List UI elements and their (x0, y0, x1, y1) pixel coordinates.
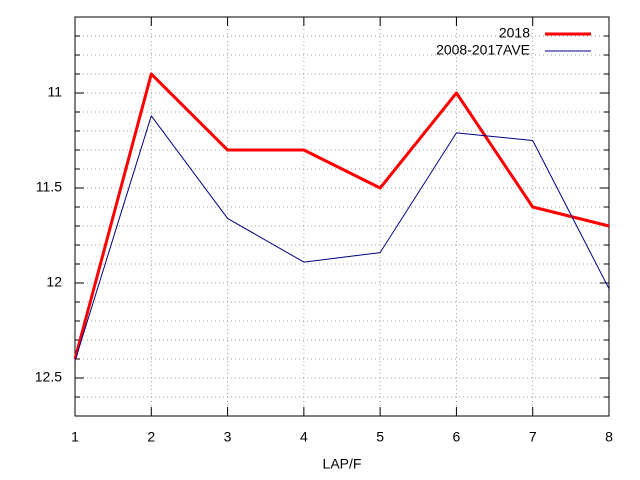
x-tick-label: 2 (147, 429, 155, 445)
x-tick-label: 8 (605, 429, 613, 445)
legend-label: 2018 (499, 25, 530, 41)
x-tick-label: 6 (453, 429, 461, 445)
x-tick-label: 7 (529, 429, 537, 445)
y-tick-label: 11.5 (36, 179, 62, 195)
y-tick-label: 11 (47, 84, 62, 100)
x-tick-label: 4 (300, 429, 308, 445)
legend-label: 2008-2017AVE (436, 42, 530, 58)
x-tick-label: 5 (376, 429, 384, 445)
x-tick-label: 1 (71, 429, 79, 445)
y-tick-label: 12 (46, 274, 62, 290)
series-line (74, 115, 610, 362)
y-tick-label: 12.5 (35, 369, 62, 385)
plot-border (74, 16, 610, 417)
x-axis-label: LAP/F (323, 456, 362, 472)
x-tick-label: 3 (224, 429, 232, 445)
series-line (73, 72, 610, 360)
